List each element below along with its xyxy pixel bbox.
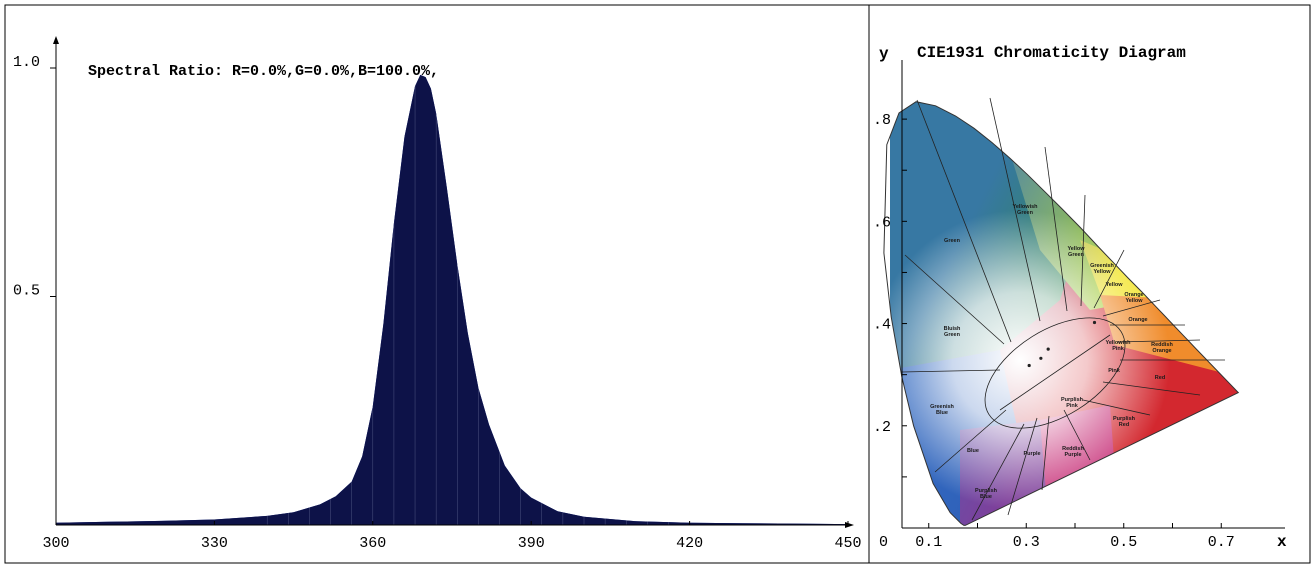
region-label: Orange Yellow [1124, 292, 1143, 304]
spectrum-x-tick-label: 300 [42, 535, 69, 552]
region-label: Reddish Orange [1151, 342, 1173, 354]
region-label: Yellowish Pink [1105, 340, 1131, 352]
region-label: Greenish Blue [930, 404, 954, 416]
chromaticity-point [1092, 320, 1097, 325]
cie-x-tick-label: 0.1 [915, 534, 942, 551]
region-label: Pink [1108, 368, 1121, 374]
spectrum-chart: 300 330 360 390 420 450 0.5 1.0 Spectral Ratio… [13, 36, 862, 552]
cie-y-tick-label: .8 [873, 112, 891, 129]
spectral-locus [883, 101, 1240, 526]
spectrum-y-tick-label: 0.5 [13, 283, 40, 300]
region-label: Purplish Pink [1061, 397, 1084, 409]
chromaticity-points [1027, 320, 1097, 368]
spectrum-fill [56, 74, 848, 526]
region-label: Blue [967, 448, 979, 454]
chromaticity-point [1027, 363, 1031, 368]
region-label: Purple [1023, 451, 1040, 457]
cie-x-tick-label: 0.7 [1208, 534, 1235, 551]
cie-y-ticks: .2 .4 .6 .8 [873, 112, 907, 478]
spectrum-x-tick-label: 330 [201, 535, 228, 552]
cie-y-tick-label: .6 [873, 214, 891, 231]
spectral-ratio-label: Spectral Ratio: R=0.0%,G=0.0%,B=100.0%, [88, 63, 439, 80]
chromaticity-chart: y CIE1931 Chromaticity Diagram [873, 44, 1287, 551]
region-label: Purplish Blue [975, 488, 998, 500]
spectrum-x-ticks: 300 330 360 390 420 450 [42, 521, 862, 552]
spectrum-y-ticks: 0.5 1.0 [13, 54, 56, 300]
chromaticity-point [1046, 347, 1050, 351]
spectrum-area [56, 74, 848, 526]
region-label: Yellow [1105, 282, 1123, 288]
color-gamut-fill [890, 101, 1239, 526]
y-axis-arrow-icon [53, 36, 59, 44]
spectrum-x-tick-label: 450 [834, 535, 861, 552]
cie-x-axis-label: x [1277, 533, 1287, 551]
spectrum-y-tick-label: 1.0 [13, 54, 40, 71]
region-label: Yellow Green [1067, 246, 1085, 258]
x-axis-arrow-icon [845, 522, 854, 528]
cie-y-axis-label: y [879, 45, 889, 63]
region-label: Greenish Yellow [1090, 263, 1114, 275]
spectrum-x-tick-label: 420 [676, 535, 703, 552]
region-label: Purplish Red [1113, 416, 1136, 428]
region-label: Reddish Purple [1062, 446, 1084, 458]
region-label: Red [1155, 375, 1165, 381]
region-label: Yellowish Green [1012, 204, 1038, 216]
cie-x-ticks: 0.1 0.3 0.5 0.7 [915, 523, 1235, 551]
cie-origin-label: 0 [879, 534, 888, 551]
cie-title: CIE1931 Chromaticity Diagram [917, 44, 1186, 62]
region-label: Bluish Green [944, 326, 961, 338]
cie-y-tick-label: .2 [873, 419, 891, 436]
spectrum-x-tick-label: 360 [359, 535, 386, 552]
outer-frame [4, 4, 1311, 564]
chromaticity-point [1039, 356, 1043, 360]
region-labels: Yellowish Green Green Yellow Green Greenish Ye… [930, 204, 1173, 500]
spectrum-x-tick-label: 390 [518, 535, 545, 552]
cie-y-tick-label: .4 [873, 317, 891, 334]
region-label: Orange [1128, 317, 1147, 323]
cie-x-tick-label: 0.3 [1013, 534, 1040, 551]
region-boundaries [901, 97, 1225, 521]
cie-x-tick-label: 0.5 [1110, 534, 1137, 551]
region-label: Green [944, 238, 961, 244]
